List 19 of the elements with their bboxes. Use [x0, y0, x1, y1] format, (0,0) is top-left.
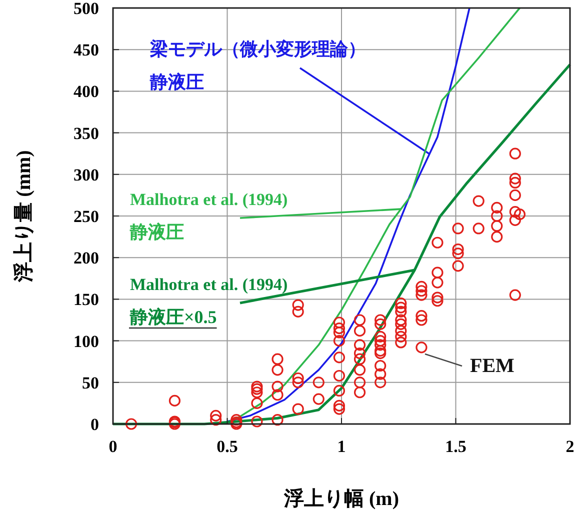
y-tick-label: 50	[82, 373, 99, 392]
y-tick-label: 400	[74, 82, 99, 102]
y-tick-label: 450	[74, 40, 99, 60]
y-tick-label: 100	[74, 332, 99, 351]
y-tick-label: 0	[90, 415, 99, 434]
y-tick-label: 150	[74, 290, 99, 310]
x-tick-label: 1.5	[445, 437, 466, 456]
y-axis-title: 浮上り量 (mm)	[13, 150, 35, 283]
text: Malhotra et al. (1994) 静液圧	[129, 190, 288, 242]
x-tick-label: 0.5	[216, 437, 238, 456]
y-tick-label: 350	[74, 124, 99, 143]
y-tick-label: 300	[74, 165, 99, 184]
y-tick-label: 500	[74, 0, 99, 18]
y-tick-label: 200	[74, 248, 99, 268]
x-tick-label: 1	[337, 437, 346, 456]
x-tick-label: 2	[566, 437, 574, 456]
x-tick-label: 0	[108, 437, 118, 456]
y-tick-label: 250	[74, 207, 99, 226]
x-axis-title: 浮上り幅 (m)	[283, 488, 399, 510]
